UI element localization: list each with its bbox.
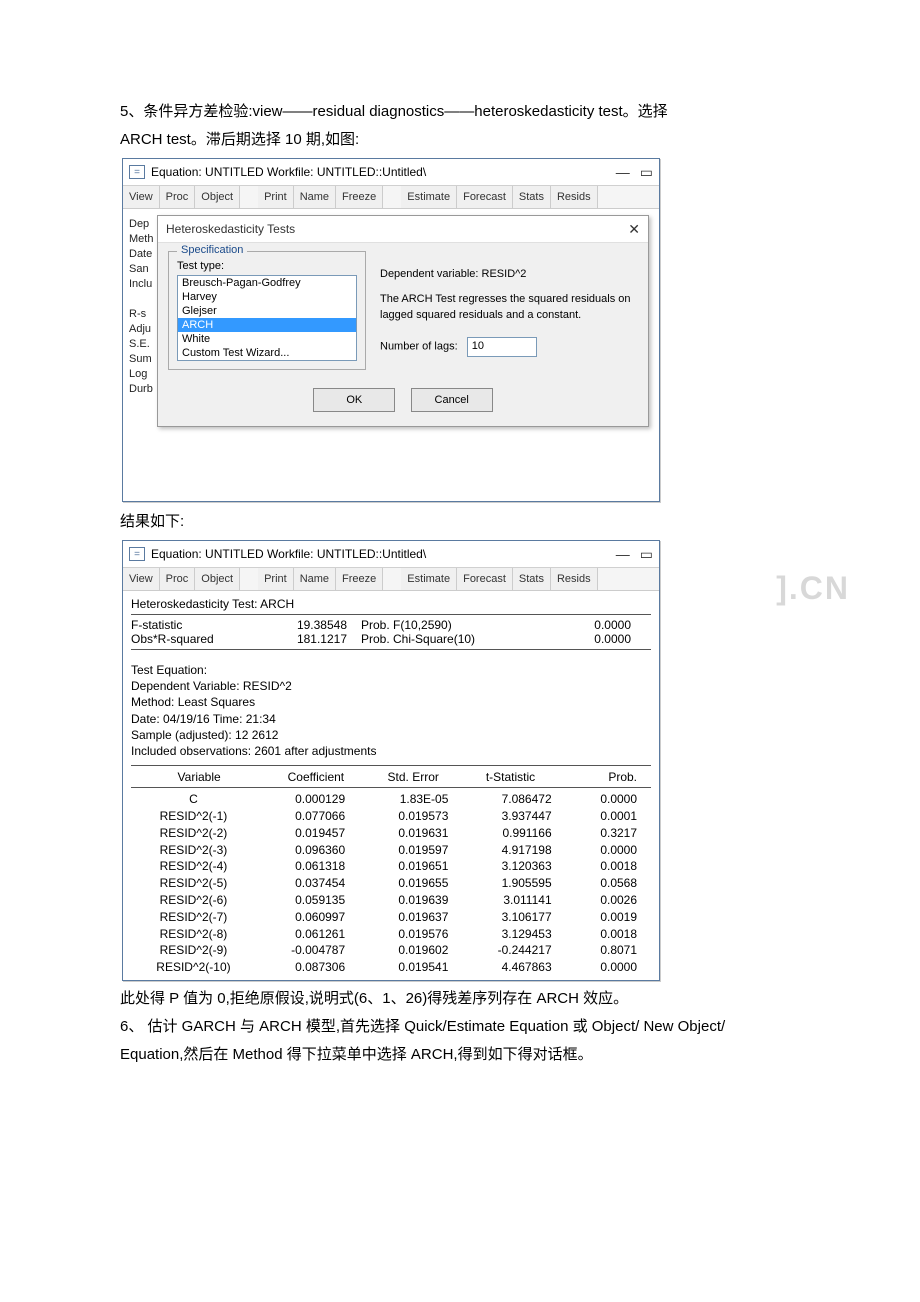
option-glejser[interactable]: Glejser xyxy=(178,304,356,318)
hetero-dialog: Heteroskedasticity Tests ✕ Specification… xyxy=(157,215,649,427)
toolbar-freeze[interactable]: Freeze xyxy=(336,186,383,208)
coef-row: RESID^2(-7)0.0609970.0196373.1061770.001… xyxy=(131,909,651,926)
toolbar-estimate[interactable]: Estimate xyxy=(401,568,457,590)
toolbar-stats[interactable]: Stats xyxy=(513,186,551,208)
toolbar-object[interactable]: Object xyxy=(195,186,240,208)
option-custom-test-wizard-[interactable]: Custom Test Wizard... xyxy=(178,346,356,360)
toolbar-name[interactable]: Name xyxy=(294,568,336,590)
dependent-var-text: Dependent variable: RESID^2 xyxy=(380,267,638,282)
coef-row: RESID^2(-8)0.0612610.0195763.1294530.001… xyxy=(131,926,651,943)
lags-label: Number of lags: xyxy=(380,340,458,352)
titlebar-2: = Equation: UNTITLED Workfile: UNTITLED:… xyxy=(123,541,659,568)
toolbar-forecast[interactable]: Forecast xyxy=(457,186,513,208)
equation-info: Test Equation:Dependent Variable: RESID^… xyxy=(131,662,651,759)
specification-fieldset: Specification Test type: Breusch-Pagan-G… xyxy=(168,251,366,370)
toolbar-1: ViewProcObject PrintNameFreeze EstimateFor… xyxy=(123,186,659,209)
fieldset-legend: Specification xyxy=(177,244,247,256)
coef-row: RESID^2(-9)-0.0047870.019602-0.2442170.8… xyxy=(131,942,651,959)
option-white[interactable]: White xyxy=(178,332,356,346)
coef-row: RESID^2(-3)0.0963600.0195974.9171980.000… xyxy=(131,842,651,859)
coef-row: RESID^2(-5)0.0374540.0196551.9055950.056… xyxy=(131,875,651,892)
eviews-window-1: = Equation: UNTITLED Workfile: UNTITLED:… xyxy=(122,158,660,502)
maximize-icon[interactable]: ▭ xyxy=(640,546,653,563)
option-harvey[interactable]: Harvey xyxy=(178,290,356,304)
option-arch[interactable]: ARCH xyxy=(178,318,356,332)
window-icon: = xyxy=(129,547,145,561)
arch-desc-text: The ARCH Test regresses the squared resi… xyxy=(380,292,638,323)
window-title-1: Equation: UNTITLED Workfile: UNTITLED::U… xyxy=(151,165,426,179)
toolbar-print[interactable]: Print xyxy=(258,186,294,208)
toolbar-print[interactable]: Print xyxy=(258,568,294,590)
coef-row: RESID^2(-1)0.0770660.0195733.9374470.000… xyxy=(131,808,651,825)
ok-button[interactable]: OK xyxy=(313,388,395,412)
coef-body: C0.0001291.83E-057.0864720.0000RESID^2(-… xyxy=(131,791,651,976)
minimize-icon[interactable]: — xyxy=(616,546,630,562)
coef-row: C0.0001291.83E-057.0864720.0000 xyxy=(131,791,651,808)
intro-line1: 5、条件异方差检验:view——residual diagnostics——he… xyxy=(120,100,800,124)
toolbar-resids[interactable]: Resids xyxy=(551,186,598,208)
close-icon[interactable]: ✕ xyxy=(628,221,640,238)
mid-text: 结果如下: xyxy=(120,510,800,534)
coef-row: RESID^2(-2)0.0194570.0196310.9911660.321… xyxy=(131,825,651,842)
minimize-icon[interactable]: — xyxy=(616,164,630,180)
watermark: ].CN xyxy=(776,570,850,607)
stat-block: F-statistic19.38548Prob. F(10,2590)0.000… xyxy=(131,618,651,646)
toolbar-view[interactable]: View xyxy=(123,568,160,590)
window-icon: = xyxy=(129,165,145,179)
lags-input[interactable]: 10 xyxy=(467,337,537,357)
outro-line2: 6、 估计 GARCH 与 ARCH 模型,首先选择 Quick/Estimat… xyxy=(120,1015,800,1039)
toolbar-proc[interactable]: Proc xyxy=(160,568,196,590)
outro-line1: 此处得 P 值为 0,拒绝原假设,说明式(6、1、26)得残差序列存在 ARCH… xyxy=(120,987,800,1011)
toolbar-view[interactable]: View xyxy=(123,186,160,208)
option-breusch-pagan-godfrey[interactable]: Breusch-Pagan-Godfrey xyxy=(178,276,356,290)
eviews-window-2: = Equation: UNTITLED Workfile: UNTITLED:… xyxy=(122,540,660,981)
stat-row: F-statistic19.38548Prob. F(10,2590)0.000… xyxy=(131,618,651,632)
toolbar-object[interactable]: Object xyxy=(195,568,240,590)
coef-row: RESID^2(-6)0.0591350.0196393.0111410.002… xyxy=(131,892,651,909)
toolbar-name[interactable]: Name xyxy=(294,186,336,208)
window-title-2: Equation: UNTITLED Workfile: UNTITLED::U… xyxy=(151,547,426,561)
test-type-label: Test type: xyxy=(177,260,357,272)
intro-line2: ARCH test。滞后期选择 10 期,如图: xyxy=(120,128,800,152)
coef-header: Variable Coefficient Std. Error t-Statis… xyxy=(131,770,651,784)
toolbar-proc[interactable]: Proc xyxy=(160,186,196,208)
dialog-title: Heteroskedasticity Tests xyxy=(166,222,295,236)
toolbar-freeze[interactable]: Freeze xyxy=(336,568,383,590)
test-name: Heteroskedasticity Test: ARCH xyxy=(131,597,651,611)
toolbar-resids[interactable]: Resids xyxy=(551,568,598,590)
outro-line3: Equation,然后在 Method 得下拉菜单中选择 ARCH,得到如下得对… xyxy=(120,1043,800,1067)
toolbar-2: ViewProcObject PrintNameFreeze EstimateFor… xyxy=(123,568,659,591)
coef-row: RESID^2(-4)0.0613180.0196513.1203630.001… xyxy=(131,858,651,875)
stat-row: Obs*R-squared181.1217Prob. Chi-Square(10… xyxy=(131,632,651,646)
maximize-icon[interactable]: ▭ xyxy=(640,164,653,181)
toolbar-stats[interactable]: Stats xyxy=(513,568,551,590)
toolbar-estimate[interactable]: Estimate xyxy=(401,186,457,208)
left-labels: DepMethDateSanInclu R-sAdjuS.E.SumLogDur… xyxy=(129,217,153,397)
test-type-listbox[interactable]: Breusch-Pagan-GodfreyHarveyGlejserARCHWh… xyxy=(177,275,357,361)
coef-row: RESID^2(-10)0.0873060.0195414.4678630.00… xyxy=(131,959,651,976)
cancel-button[interactable]: Cancel xyxy=(411,388,493,412)
titlebar-1: = Equation: UNTITLED Workfile: UNTITLED:… xyxy=(123,159,659,186)
toolbar-forecast[interactable]: Forecast xyxy=(457,568,513,590)
